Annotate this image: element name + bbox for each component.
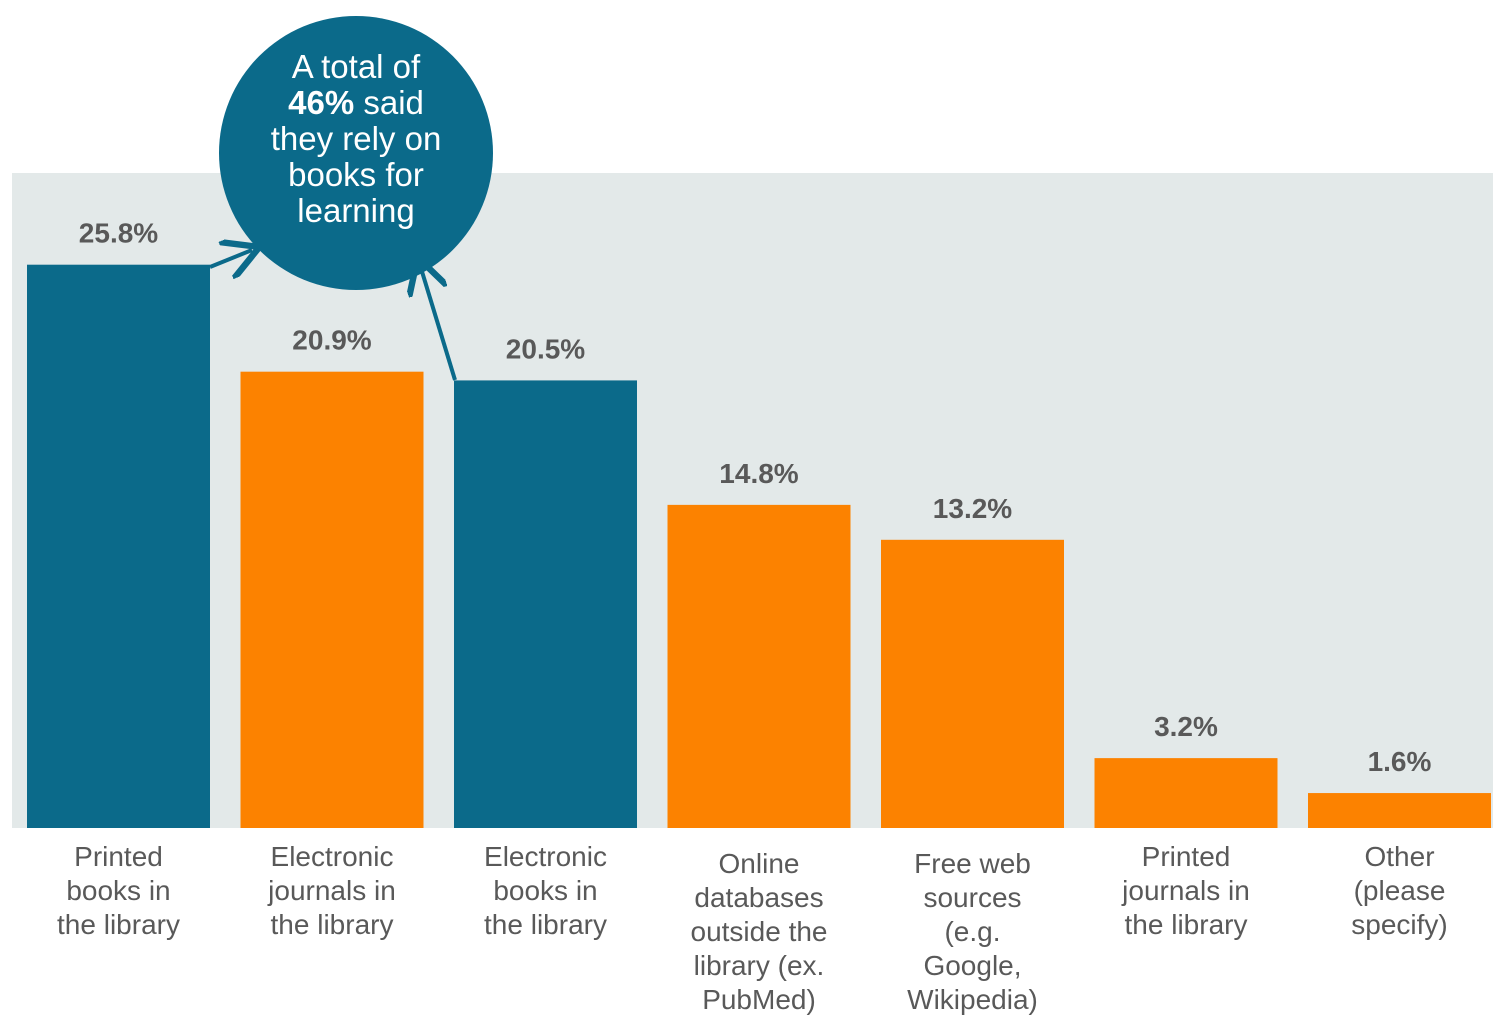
callout-circle [219,16,493,290]
bar-7 [1308,793,1491,828]
bar-5 [881,539,1064,828]
value-label-6: 3.2% [1154,711,1218,742]
bar-4 [667,504,851,828]
bar-6 [1094,758,1278,828]
value-label-1: 25.8% [79,218,158,249]
value-label-5: 13.2% [933,493,1012,524]
value-label-4: 14.8% [719,458,798,489]
value-label-2: 20.9% [292,325,371,356]
callout-arrow-left [209,250,252,267]
callout-text: A total of 46% said they rely on books for l… [271,48,442,229]
category-label-5: Free web sources (e.g. Google, Wikipedia) [907,848,1038,1015]
category-label-1: Printed books in the library [57,841,180,940]
bar-2 [240,371,424,828]
bar-1 [27,264,210,828]
value-labels-group: 25.8% 20.9% 20.5% 14.8% 13.2% 3.2% 1.6% [79,218,1432,777]
value-label-7: 1.6% [1368,746,1432,777]
category-label-6: Printed journals in the library [1121,841,1250,940]
category-labels-group: Printed books in the library Electronic jour… [57,841,1448,1015]
category-label-2: Electronic journals in the library [267,841,396,940]
value-label-3: 20.5% [506,333,585,364]
category-label-7: Other (please specify) [1351,841,1447,940]
callout-arrow-right [420,265,457,381]
category-label-4: Online databases outside the library (ex. Pu… [691,848,828,1015]
bar-3 [454,380,637,828]
bars-group [27,264,1491,828]
category-label-3: Electronic books in the library [484,841,607,940]
callout-group: A total of 46% said they rely on books for l… [209,16,493,381]
